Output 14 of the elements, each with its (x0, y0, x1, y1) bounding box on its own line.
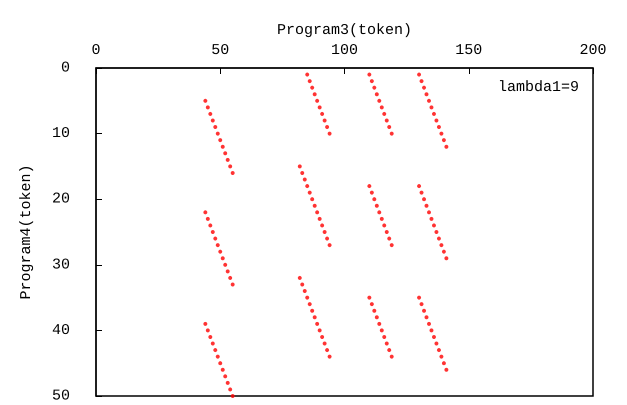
x-tick-label: 100 (330, 42, 358, 59)
y-tick-label: 40 (52, 322, 70, 339)
x-tick-label: 0 (91, 42, 101, 59)
x-tick-label: 200 (579, 42, 607, 59)
y-tick-label: 0 (60, 60, 70, 76)
y-tick-label: 30 (52, 256, 70, 274)
y-tick-label: 50 (52, 388, 70, 404)
y-tick-label: 20 (52, 190, 70, 208)
x-tick-label: 150 (455, 42, 482, 59)
x-tick-label: 50 (211, 42, 230, 59)
y-axis-title: Program4(token) (18, 164, 35, 300)
annotation: lambda1=9 (498, 79, 579, 96)
y-tick-label: 10 (52, 125, 70, 142)
x-axis-title: Program3(token) (276, 22, 412, 39)
